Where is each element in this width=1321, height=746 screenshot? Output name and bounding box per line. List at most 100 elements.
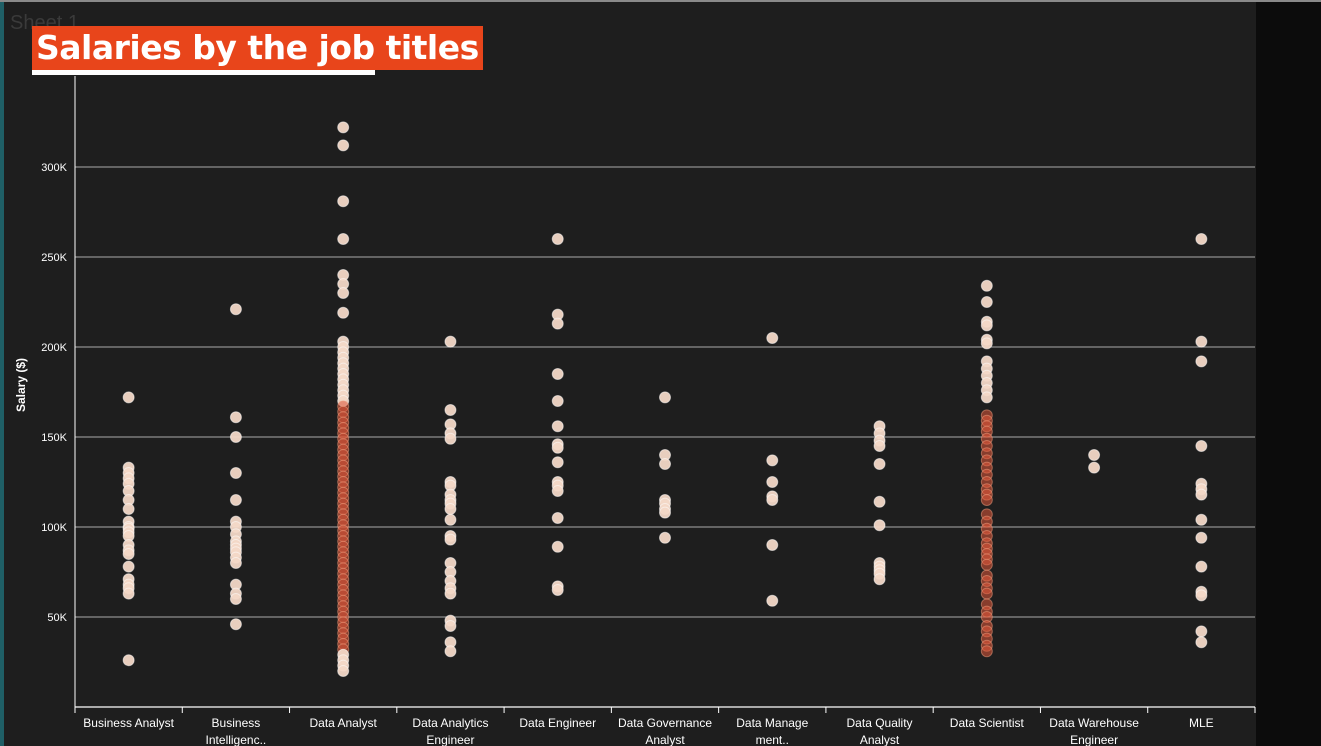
data-point — [873, 458, 886, 470]
data-point — [229, 494, 242, 506]
y-tick-label: 200K — [41, 342, 67, 354]
x-tick-label: Data Quality Analyst — [847, 716, 913, 746]
data-point — [980, 645, 993, 658]
data-point — [122, 391, 135, 404]
y-axis-label: Salary ($) — [14, 358, 28, 412]
data-point — [980, 587, 993, 600]
data-point — [551, 456, 564, 469]
data-point — [229, 411, 242, 424]
data-points — [122, 121, 1208, 677]
data-point — [1195, 233, 1208, 245]
x-tick-label: Data Warehouse Engineer — [1049, 716, 1139, 746]
chart-title: Salaries by the job titles — [36, 28, 479, 67]
y-tick-label: 150K — [41, 432, 67, 444]
data-point — [659, 458, 671, 470]
data-point — [766, 539, 779, 551]
data-point — [337, 195, 350, 208]
data-point — [229, 431, 242, 443]
data-point — [444, 513, 457, 526]
data-point — [980, 494, 993, 506]
x-tick-label: Business Intelligenc.. — [206, 716, 267, 746]
data-point — [766, 494, 779, 506]
data-point — [873, 573, 886, 586]
data-point — [1195, 335, 1208, 348]
data-point — [659, 506, 671, 519]
data-point — [229, 303, 242, 316]
data-point — [337, 139, 350, 152]
x-tick-label: Data Analyst — [309, 716, 377, 730]
data-point — [980, 337, 993, 350]
data-point — [551, 317, 564, 330]
series-5 — [659, 391, 671, 544]
data-point — [1195, 625, 1208, 638]
data-point — [551, 420, 564, 433]
x-tick-labels: Business Analyst Business Intelligenc.. Dat… — [83, 716, 1213, 746]
data-point — [1195, 531, 1208, 544]
title-underline — [32, 70, 375, 75]
data-point — [766, 332, 779, 344]
data-point — [229, 593, 242, 605]
x-tick-label: Business Analyst — [83, 716, 174, 730]
series-8 — [980, 279, 993, 658]
data-point — [337, 121, 350, 134]
data-point — [444, 404, 457, 416]
y-tick-label: 100K — [41, 522, 67, 534]
data-point — [980, 319, 993, 332]
data-point — [551, 584, 564, 596]
data-point — [1195, 513, 1208, 526]
left-edge-strip — [0, 2, 4, 746]
y-tick-labels: 50K 100K 150K 200K 250K 300K — [41, 162, 67, 624]
data-point — [766, 454, 779, 467]
data-point — [766, 594, 779, 607]
data-point — [444, 503, 457, 515]
data-point — [229, 467, 242, 479]
x-tick-label: Data Scientist — [950, 716, 1025, 730]
series-1 — [229, 303, 242, 631]
data-point — [122, 560, 135, 573]
y-tick-label: 300K — [41, 162, 67, 174]
data-point — [337, 306, 350, 319]
data-point — [1195, 488, 1208, 501]
data-point — [980, 391, 993, 404]
data-point — [551, 540, 564, 553]
data-point — [551, 485, 564, 497]
data-point — [873, 519, 886, 532]
data-point — [122, 587, 135, 600]
data-point — [1195, 355, 1208, 368]
data-point — [1195, 636, 1208, 649]
data-point — [337, 665, 350, 677]
data-point — [1195, 589, 1208, 602]
series-6 — [766, 332, 779, 607]
data-point — [873, 440, 886, 452]
data-point — [337, 287, 350, 299]
data-point — [980, 558, 993, 571]
data-point — [444, 335, 457, 348]
x-tick-label: MLE — [1189, 716, 1214, 730]
data-point — [229, 618, 242, 631]
data-point — [873, 495, 886, 508]
data-point — [1195, 560, 1208, 573]
window-top-border — [0, 0, 1321, 2]
data-point — [122, 654, 135, 667]
data-point — [551, 233, 564, 245]
series-4 — [551, 233, 564, 596]
data-point — [551, 395, 564, 407]
grid-lines — [75, 166, 1255, 618]
data-point — [551, 368, 564, 380]
series-7 — [873, 420, 886, 586]
data-point — [444, 620, 457, 632]
data-point — [659, 531, 671, 544]
data-point — [1088, 461, 1101, 474]
data-point — [980, 279, 993, 292]
x-tick-label: Data Analytics Engineer — [412, 716, 488, 746]
data-point — [551, 512, 564, 524]
series-0 — [122, 391, 135, 667]
data-point — [444, 533, 457, 546]
data-point — [444, 645, 457, 658]
data-point — [122, 503, 135, 515]
data-point — [1195, 440, 1208, 452]
axes — [74, 76, 1256, 713]
data-point — [551, 441, 564, 454]
data-point — [444, 587, 457, 600]
series-3 — [444, 335, 457, 658]
